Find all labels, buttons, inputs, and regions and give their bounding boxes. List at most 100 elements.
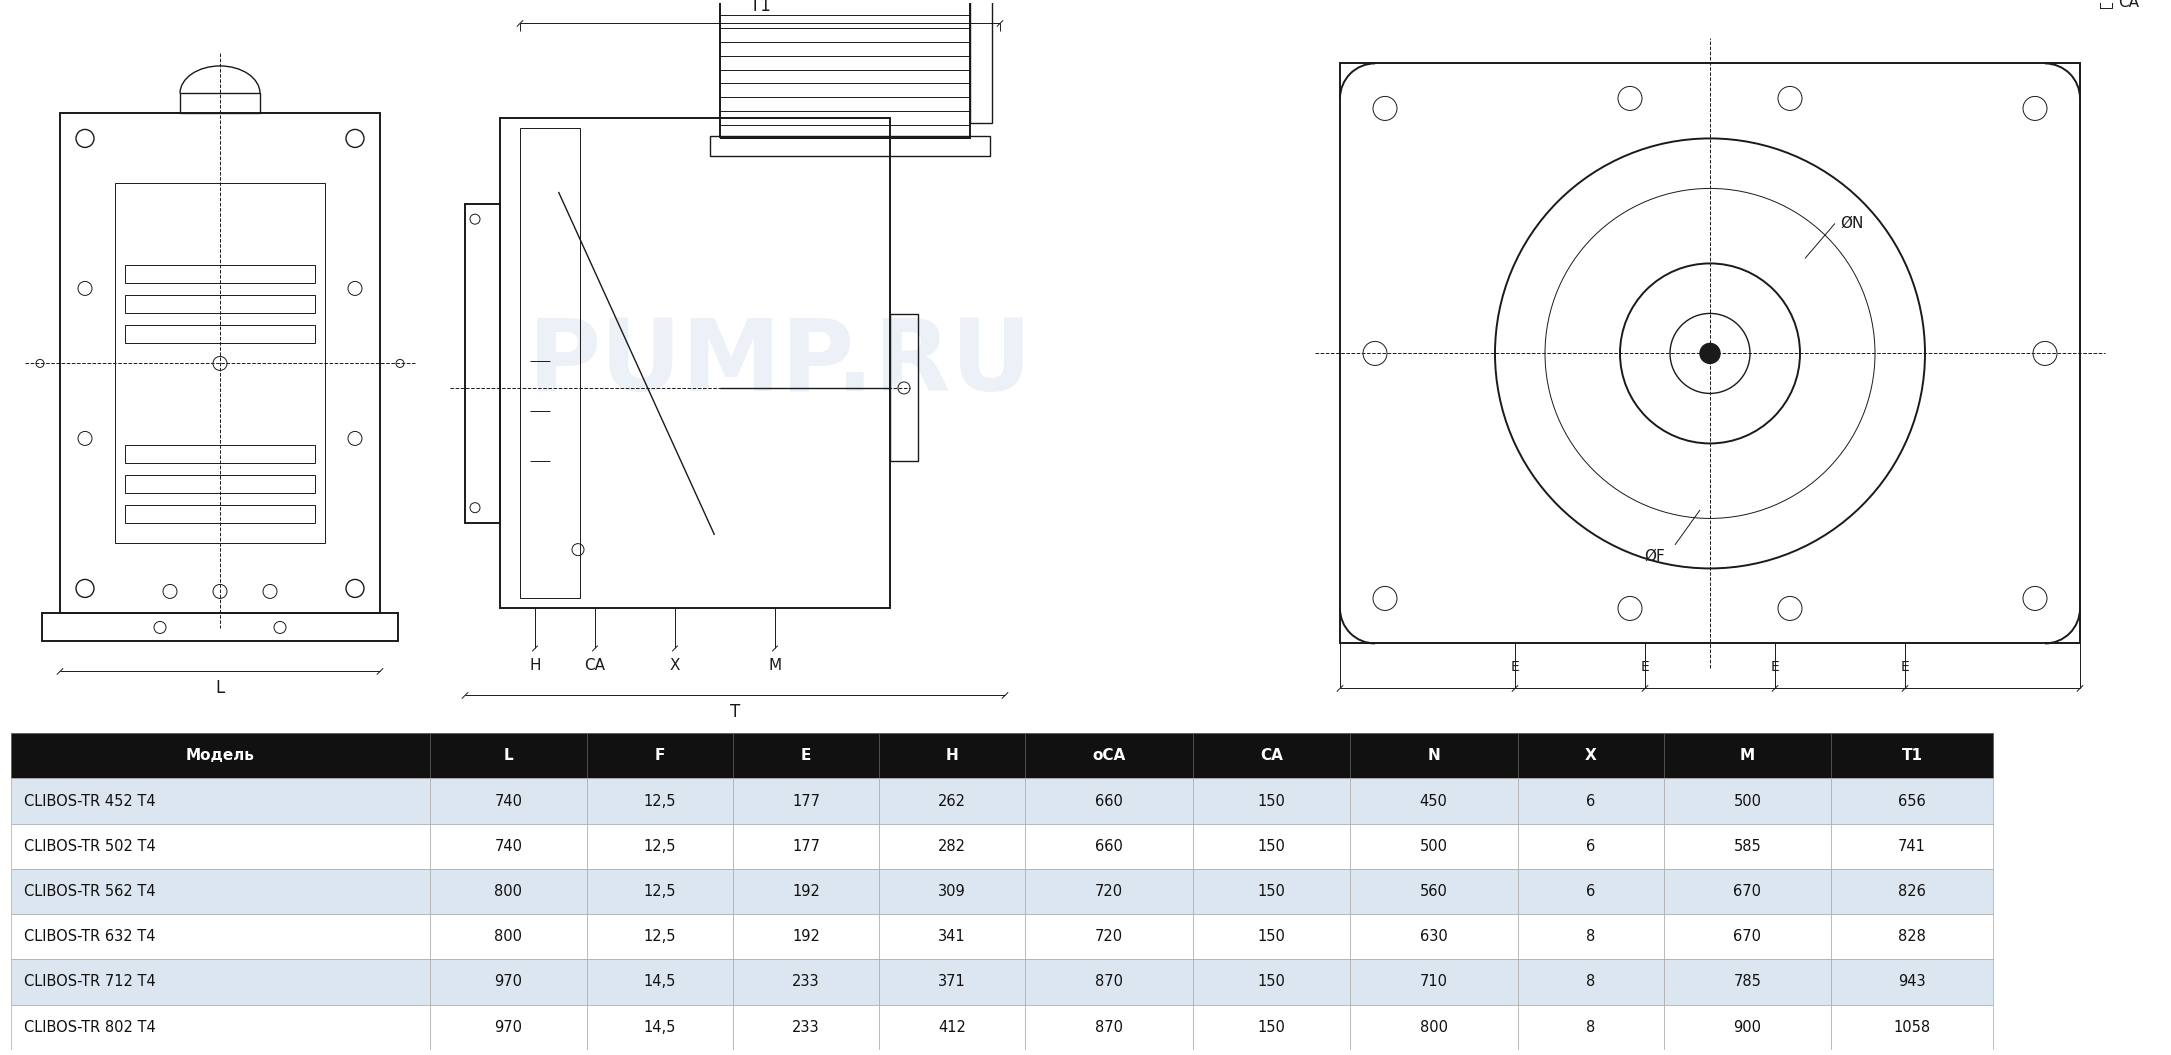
Text: 12,5: 12,5 — [643, 839, 675, 853]
Bar — [1518, 869, 1663, 914]
Text: X: X — [669, 658, 680, 673]
Text: CLIBOS-TR 452 T4: CLIBOS-TR 452 T4 — [24, 793, 156, 808]
Bar — [126, 505, 315, 523]
Bar — [721, 0, 970, 138]
Bar — [734, 914, 879, 959]
Bar — [1518, 733, 1663, 779]
Text: 150: 150 — [1257, 793, 1285, 808]
Bar — [1518, 1004, 1663, 1050]
Bar — [11, 959, 430, 1004]
Text: 450: 450 — [1420, 793, 1448, 808]
Text: 785: 785 — [1735, 975, 1761, 990]
Text: X: X — [1585, 748, 1596, 764]
Bar — [521, 129, 580, 598]
Text: 970: 970 — [495, 1019, 523, 1035]
Text: 341: 341 — [938, 929, 966, 944]
Bar — [1663, 869, 1832, 914]
Bar — [734, 869, 879, 914]
Bar — [430, 959, 586, 1004]
Text: T1: T1 — [749, 0, 771, 16]
Text: 800: 800 — [1420, 1019, 1448, 1035]
Bar — [1350, 824, 1518, 869]
Bar — [1025, 869, 1194, 914]
Circle shape — [1700, 344, 1719, 363]
Text: 560: 560 — [1420, 884, 1448, 899]
Text: оCA: оCA — [1092, 748, 1127, 764]
Bar — [430, 779, 586, 824]
Bar — [126, 445, 315, 463]
Bar — [180, 94, 261, 114]
Bar — [126, 295, 315, 313]
Text: CA: CA — [1259, 748, 1283, 764]
Bar — [1832, 869, 1993, 914]
Bar — [1832, 1004, 1993, 1050]
Text: 8: 8 — [1587, 1019, 1596, 1035]
Bar — [1350, 914, 1518, 959]
Text: 233: 233 — [792, 1019, 821, 1035]
Text: 192: 192 — [792, 929, 821, 944]
Bar — [1832, 824, 1993, 869]
Bar — [430, 1004, 586, 1050]
Bar — [1663, 779, 1832, 824]
Bar — [126, 266, 315, 284]
Text: 828: 828 — [1897, 929, 1926, 944]
Text: 6: 6 — [1587, 839, 1596, 853]
Bar — [734, 959, 879, 1004]
Bar — [61, 114, 380, 613]
Text: M: M — [1739, 748, 1754, 764]
Text: 670: 670 — [1732, 884, 1761, 899]
Bar — [41, 613, 397, 641]
Bar — [1350, 779, 1518, 824]
Bar — [1663, 824, 1832, 869]
Text: 8: 8 — [1587, 929, 1596, 944]
Text: CLIBOS-TR 502 T4: CLIBOS-TR 502 T4 — [24, 839, 156, 853]
Bar — [1025, 779, 1194, 824]
Text: 12,5: 12,5 — [643, 884, 675, 899]
Bar — [11, 1004, 430, 1050]
Bar — [879, 914, 1025, 959]
Bar — [586, 959, 734, 1004]
Text: L: L — [215, 679, 224, 697]
Bar — [1518, 914, 1663, 959]
Bar — [1350, 1004, 1518, 1050]
Text: PUMP.RU: PUMP.RU — [528, 315, 1033, 411]
Text: 14,5: 14,5 — [645, 1019, 675, 1035]
Bar — [11, 824, 430, 869]
Text: N: N — [1426, 748, 1439, 764]
Bar — [1832, 733, 1993, 779]
Bar — [1518, 959, 1663, 1004]
Text: 660: 660 — [1094, 793, 1122, 808]
Bar — [465, 205, 499, 522]
Bar — [126, 325, 315, 344]
Text: 720: 720 — [1094, 929, 1122, 944]
Bar — [1663, 959, 1832, 1004]
Text: 6: 6 — [1587, 793, 1596, 808]
Bar — [1340, 63, 2080, 644]
Text: 943: 943 — [1897, 975, 1926, 990]
Text: 800: 800 — [495, 929, 523, 944]
Bar — [1194, 1004, 1350, 1050]
Bar — [1350, 733, 1518, 779]
Text: ØN: ØN — [1841, 216, 1863, 231]
Bar — [115, 184, 326, 543]
Bar — [1663, 733, 1832, 779]
Text: CA: CA — [2119, 0, 2138, 9]
Bar — [1025, 914, 1194, 959]
Text: M: M — [769, 658, 782, 673]
Text: 150: 150 — [1257, 1019, 1285, 1035]
Text: 150: 150 — [1257, 884, 1285, 899]
Text: 500: 500 — [1420, 839, 1448, 853]
Text: 800: 800 — [495, 884, 523, 899]
Text: CLIBOS-TR 562 T4: CLIBOS-TR 562 T4 — [24, 884, 156, 899]
Text: 660: 660 — [1094, 839, 1122, 853]
Bar — [1025, 824, 1194, 869]
Text: CA: CA — [584, 658, 606, 673]
Text: 870: 870 — [1094, 975, 1122, 990]
Bar — [879, 733, 1025, 779]
Text: 6: 6 — [1587, 884, 1596, 899]
Text: CLIBOS-TR 712 T4: CLIBOS-TR 712 T4 — [24, 975, 156, 990]
Bar — [1194, 733, 1350, 779]
Bar — [586, 824, 734, 869]
Text: L: L — [504, 748, 512, 764]
Text: 720: 720 — [1094, 884, 1122, 899]
